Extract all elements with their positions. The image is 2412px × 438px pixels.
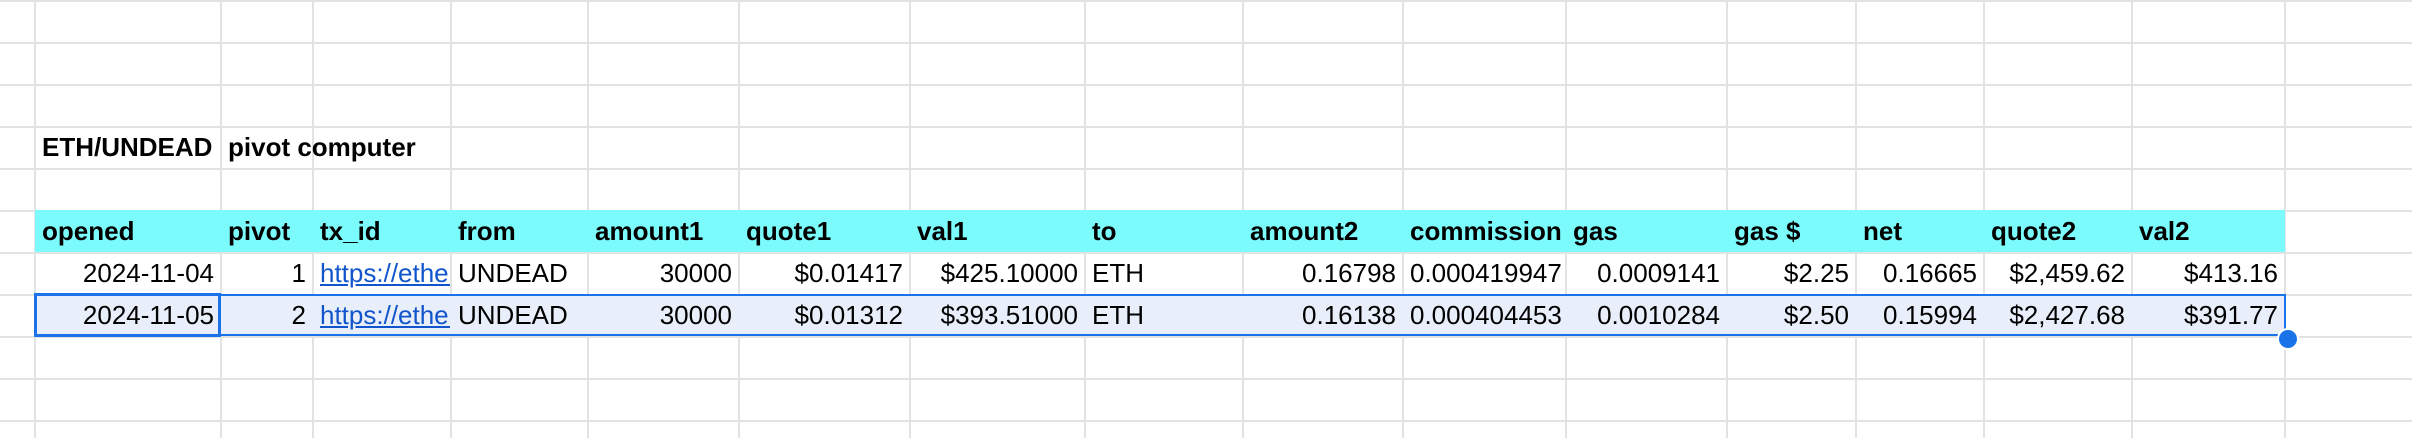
header-cell-val1[interactable]: val1: [917, 216, 968, 246]
tx-link[interactable]: https://etherscan.io/tx/: [320, 258, 450, 288]
cell-commission[interactable]: 0.000419947: [1410, 258, 1562, 288]
header-cell-from[interactable]: from: [458, 216, 516, 246]
cell-gas[interactable]: 0.0010284: [1597, 300, 1720, 330]
cell-opened[interactable]: 2024-11-04: [82, 258, 214, 288]
cell-quote1[interactable]: $0.01417: [794, 258, 903, 288]
header-cell-commission[interactable]: commission: [1410, 216, 1562, 246]
header-cell-gas[interactable]: gas: [1573, 216, 1618, 246]
cell-amount1[interactable]: 30000: [659, 258, 732, 288]
cell-to[interactable]: ETH: [1092, 300, 1144, 330]
cell-amount2[interactable]: 0.16798: [1302, 258, 1396, 288]
cell-gas-usd[interactable]: $2.25: [1783, 258, 1849, 288]
table-row-selected: 2024-11-05 2 https://etherscan.io/tx/ UN…: [0, 294, 2412, 336]
cell-opened[interactable]: 2024-11-05: [82, 300, 214, 330]
cell-val1[interactable]: $425.10000: [940, 258, 1078, 288]
cell-gas[interactable]: 0.0009141: [1597, 258, 1720, 288]
cell-val1[interactable]: $393.51000: [940, 300, 1078, 330]
fill-handle[interactable]: [2277, 328, 2299, 350]
cell-tx-id[interactable]: https://etherscan.io/tx/: [314, 294, 450, 336]
header-cell-opened[interactable]: opened: [42, 216, 135, 246]
tx-link[interactable]: https://etherscan.io/tx/: [320, 300, 450, 330]
header-cell-val2[interactable]: val2: [2139, 216, 2190, 246]
header-cell-amount1[interactable]: amount1: [595, 216, 704, 246]
active-cell-border[interactable]: [34, 293, 221, 337]
header-cell-amount2[interactable]: amount2: [1250, 216, 1359, 246]
header-cell-quote1[interactable]: quote1: [746, 216, 832, 246]
cell-val2[interactable]: $413.16: [2184, 258, 2278, 288]
selected-row-fill: [35, 294, 2285, 336]
cell-from[interactable]: UNDEAD: [458, 258, 568, 288]
selection-range-border: [34, 294, 2286, 336]
header-row: opened pivot tx_id from amount1 quote1 v…: [0, 210, 2412, 252]
table-row: 2024-11-04 1 https://etherscan.io/tx/ UN…: [0, 252, 2412, 294]
cell-quote1[interactable]: $0.01312: [794, 300, 903, 330]
header-cell-tx-id[interactable]: tx_id: [320, 216, 381, 246]
sheet-title-pair[interactable]: ETH/UNDEAD: [42, 132, 213, 162]
header-cell-pivot[interactable]: pivot: [228, 216, 291, 246]
sheet-title[interactable]: pivot computer: [228, 132, 416, 162]
cell-val2[interactable]: $391.77: [2184, 300, 2278, 330]
header-cell-gas-usd[interactable]: gas $: [1734, 216, 1801, 246]
header-cell-net[interactable]: net: [1863, 216, 1902, 246]
cell-quote2[interactable]: $2,459.62: [2009, 258, 2125, 288]
cell-net[interactable]: 0.16665: [1883, 258, 1977, 288]
cell-pivot[interactable]: 1: [291, 258, 306, 288]
cell-pivot[interactable]: 2: [291, 300, 306, 330]
header-row-fill: [35, 210, 2285, 252]
cell-net[interactable]: 0.15994: [1883, 300, 1977, 330]
cell-tx-id[interactable]: https://etherscan.io/tx/: [314, 252, 450, 294]
cell-amount1[interactable]: 30000: [659, 300, 732, 330]
cell-from[interactable]: UNDEAD: [458, 300, 568, 330]
cell-gas-usd[interactable]: $2.50: [1783, 300, 1849, 330]
cell-amount2[interactable]: 0.16138: [1302, 300, 1396, 330]
cell-commission[interactable]: 0.000404453: [1410, 300, 1562, 330]
cell-to[interactable]: ETH: [1092, 258, 1144, 288]
header-cell-to[interactable]: to: [1092, 216, 1117, 246]
cell-quote2[interactable]: $2,427.68: [2009, 300, 2125, 330]
header-cell-quote2[interactable]: quote2: [1991, 216, 2077, 246]
